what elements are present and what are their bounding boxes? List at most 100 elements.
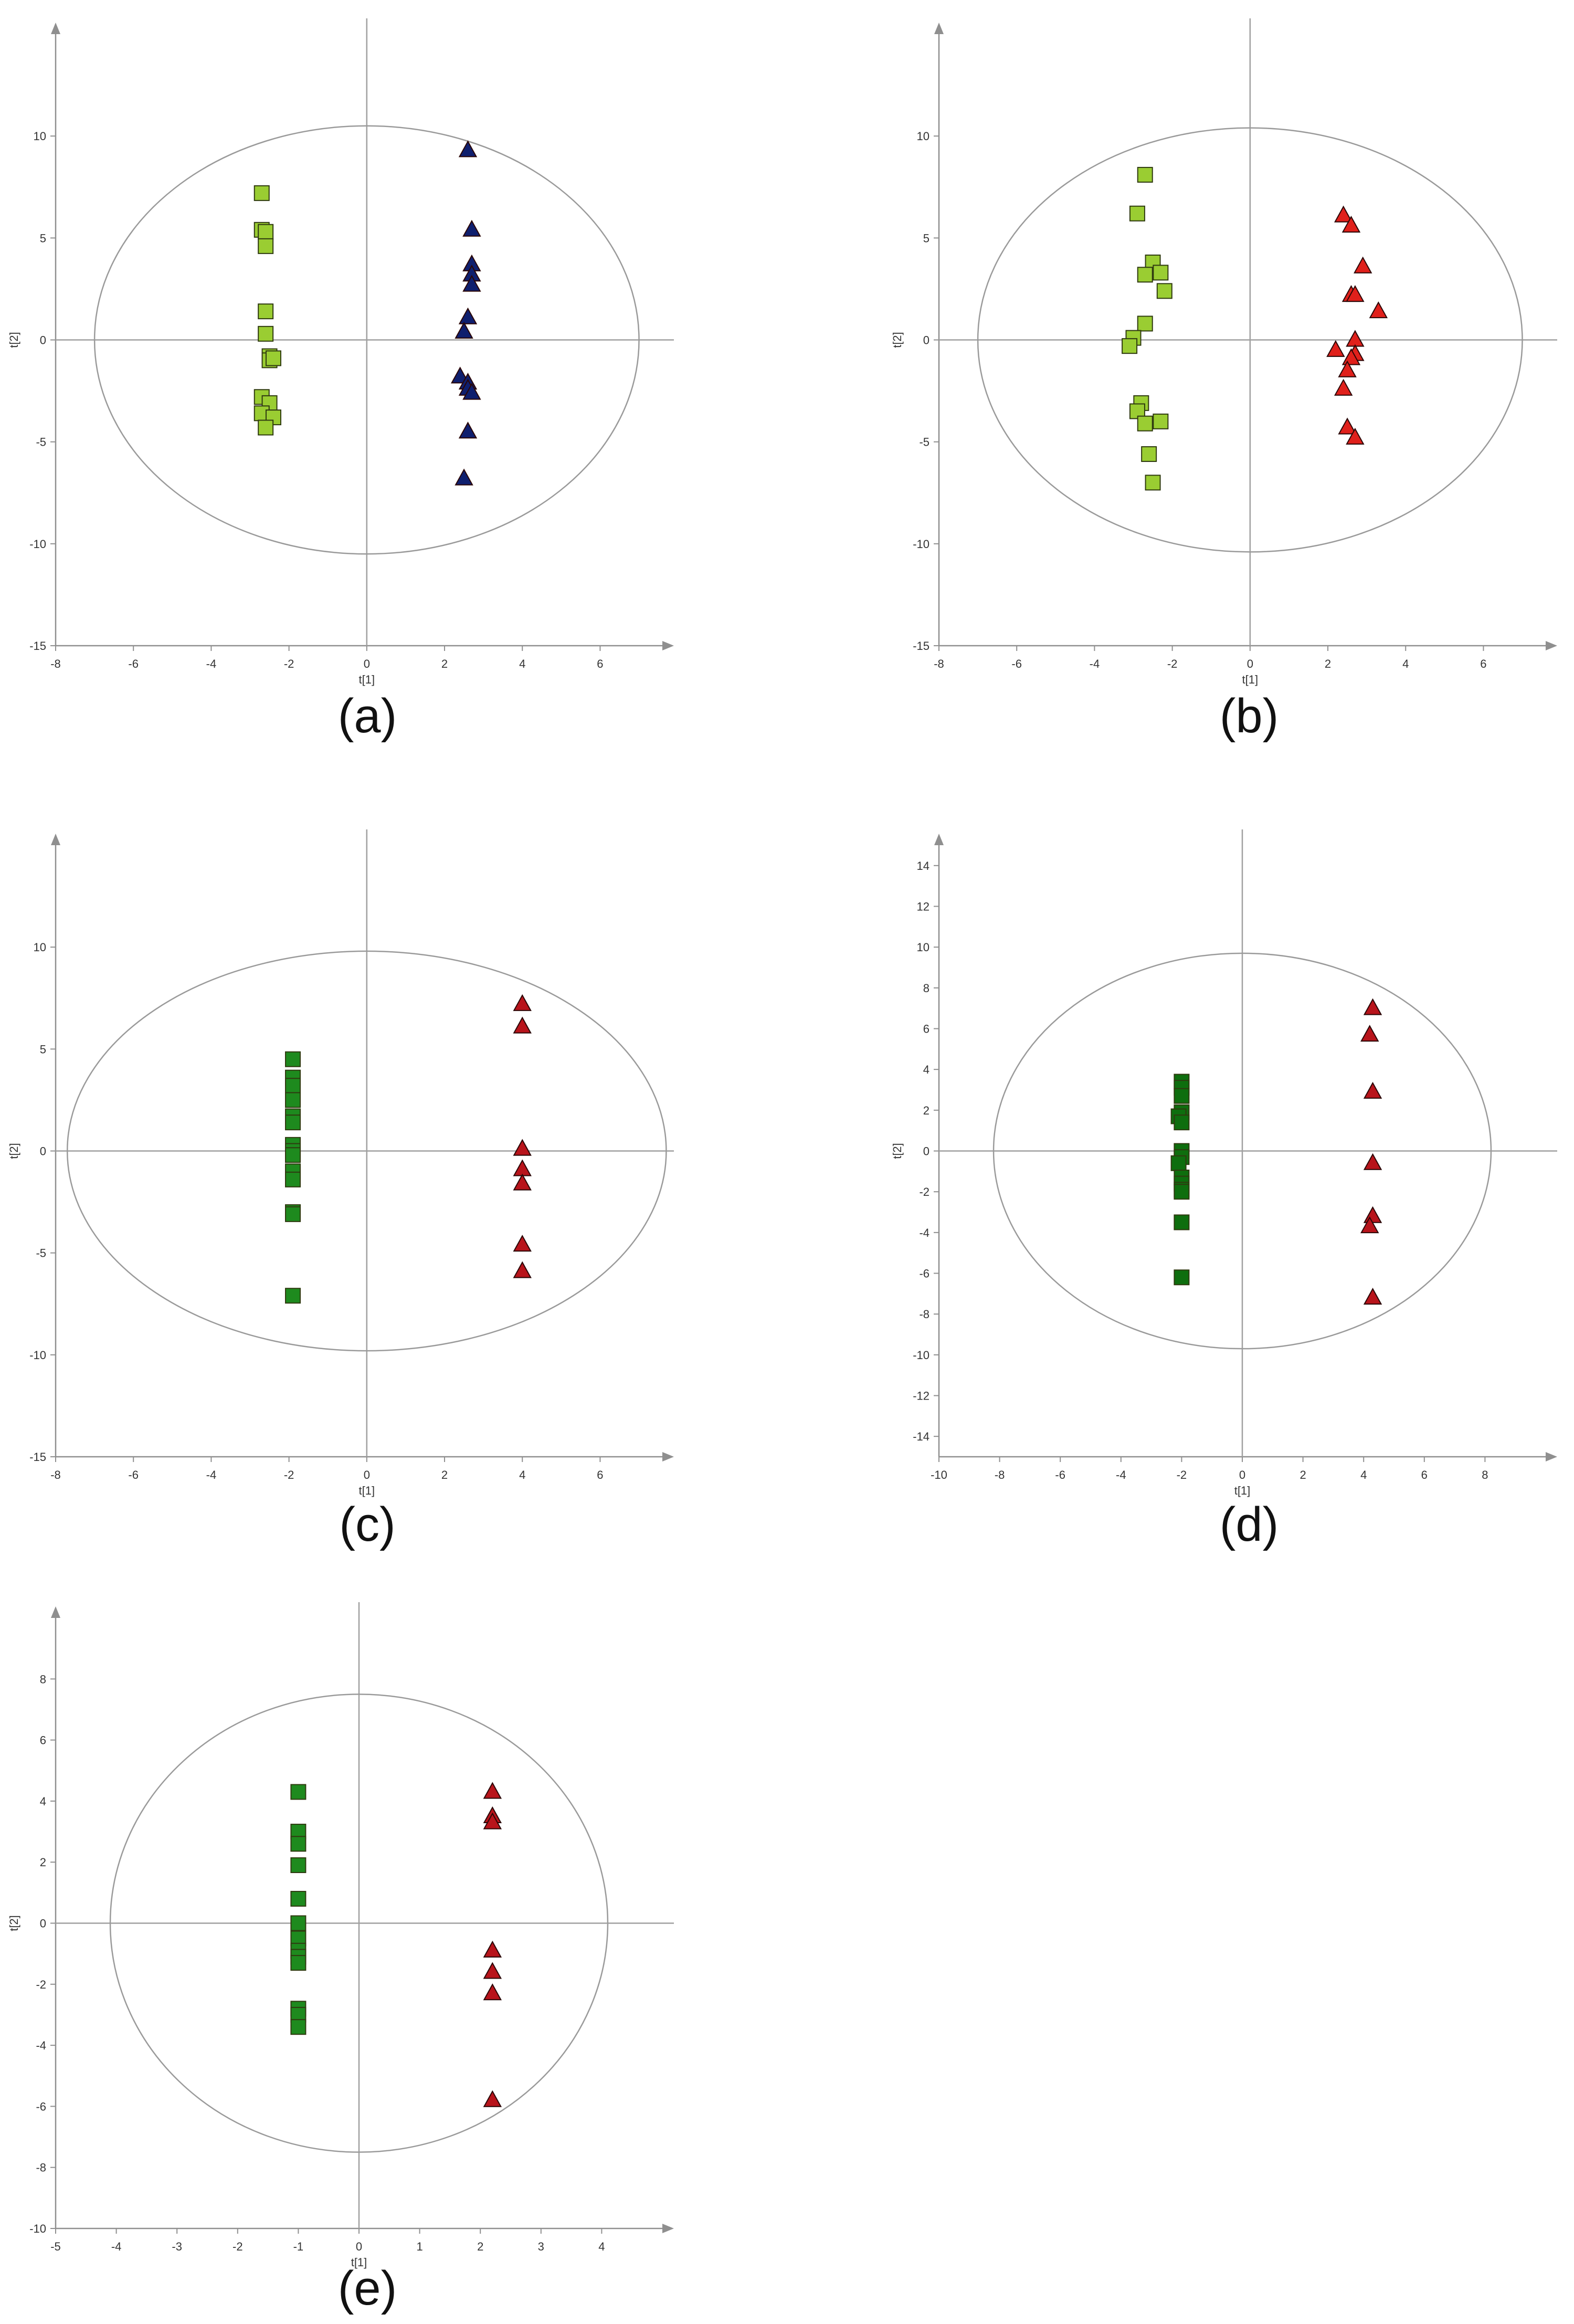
x-tick-label: -5 [50, 2240, 61, 2253]
panel-b: -8 -6 -4 -2 0 2 4 6 -15 -10 -5 0 5 10 t[1] t[2] (b) [891, 18, 1557, 743]
triangle-point [513, 1173, 532, 1191]
square-point [290, 2019, 307, 2035]
y-tick-label: 6 [40, 1734, 46, 1747]
x-tick-label: -2 [233, 2240, 243, 2253]
y-tick-label: 5 [40, 232, 46, 245]
square-point [258, 224, 274, 240]
y-axis-label: t[2] [891, 332, 904, 348]
x-tick-label: 1 [416, 2240, 422, 2253]
x-axis-label: t[1] [359, 1484, 375, 1497]
triangle-point [1360, 1025, 1379, 1042]
square-point [1129, 205, 1145, 222]
triangle-point [1338, 417, 1357, 435]
triangle-point [513, 1235, 532, 1252]
triangle-point [458, 422, 478, 439]
panel-label: (a) [338, 689, 397, 743]
y-tick-label: 10 [917, 130, 929, 143]
panel-label: (d) [1220, 1498, 1279, 1551]
y-tick-label: 10 [34, 130, 46, 143]
triangle-point [1363, 1288, 1382, 1305]
x-tick-label: -4 [206, 1468, 217, 1481]
y-tick-label: 0 [923, 1145, 929, 1158]
triangle-point [462, 219, 481, 237]
square-point [1174, 1114, 1190, 1131]
confidence-ellipse [93, 125, 640, 555]
y-tick-label: 10 [34, 941, 46, 954]
x-tick-label: -6 [1011, 657, 1022, 670]
x-tick-label: 6 [597, 1468, 603, 1481]
x-tick-label: -8 [995, 1468, 1005, 1481]
y-tick-label: -15 [29, 639, 46, 653]
x-tick-label: 4 [1402, 657, 1409, 670]
x-tick-label: 0 [1247, 657, 1253, 670]
y-tick-label: 0 [40, 334, 46, 347]
y-tick-label: 12 [917, 900, 929, 913]
triangle-point [483, 1983, 502, 2001]
square-point [258, 238, 274, 254]
x-axis-arrow [1546, 641, 1557, 650]
y-tick-label: -10 [29, 2222, 46, 2235]
square-point [1145, 475, 1161, 491]
x-tick-label: -1 [293, 2240, 304, 2253]
y-axis-label: t[2] [7, 1915, 20, 1931]
x-tick-label: -6 [1055, 1468, 1065, 1481]
triangle-point [513, 1159, 532, 1176]
y-tick-label: 8 [923, 982, 929, 995]
square-point [290, 1857, 307, 1874]
y-axis-label: t[2] [7, 1143, 20, 1159]
square-point [1137, 166, 1153, 183]
y-axis-label: t[2] [891, 1143, 904, 1159]
y-axis-arrow [934, 834, 944, 845]
x-axis-arrow [662, 2224, 674, 2233]
triangle-point [513, 994, 532, 1011]
square-point [1137, 267, 1153, 283]
x-tick-label: 2 [441, 657, 448, 670]
y-tick-label: -4 [36, 2039, 46, 2052]
y-tick-label: -4 [919, 1226, 929, 1239]
square-point [258, 303, 274, 320]
x-axis-arrow [662, 1452, 674, 1461]
y-axis-arrow [51, 1606, 60, 1618]
square-point [285, 1051, 301, 1067]
x-tick-label: 0 [364, 1468, 370, 1481]
confidence-ellipse [109, 1694, 609, 2153]
x-tick-label: -10 [931, 1468, 947, 1481]
y-tick-label: 0 [923, 334, 929, 347]
triangle-point [1354, 256, 1372, 274]
triangle-point [1334, 205, 1353, 223]
y-tick-label: 4 [923, 1063, 929, 1076]
panel-a: -8 -6 -4 -2 0 2 4 6 -15 -10 -5 0 5 10 t[1] t[2] (a) [7, 18, 674, 743]
y-tick-label: 5 [40, 1043, 46, 1056]
triangle-point [1346, 427, 1365, 445]
square-point [1174, 1184, 1190, 1200]
triangle-point [1363, 1206, 1382, 1223]
square-point [285, 1092, 301, 1108]
x-tick-label: 8 [1482, 1468, 1488, 1481]
x-tick-label: -4 [206, 657, 217, 670]
panel-d: -10 -8 -6 -4 -2 0 2 4 6 8 -14 -12 -10 -8 -6 -4 -2 0 2 4 6 8 10… [891, 829, 1557, 1551]
square-point [1174, 1269, 1190, 1286]
confidence-ellipse [992, 952, 1492, 1350]
y-tick-label: -8 [36, 2161, 46, 2174]
x-tick-label: 2 [1300, 1468, 1306, 1481]
y-tick-label: -10 [29, 1349, 46, 1362]
x-tick-label: -4 [1116, 1468, 1126, 1481]
triangle-point [458, 307, 478, 324]
triangle-point [1326, 340, 1345, 357]
square-point [1170, 1155, 1187, 1171]
y-tick-label: -6 [36, 2100, 46, 2113]
x-tick-label: -6 [128, 1468, 139, 1481]
square-point [290, 1955, 307, 1971]
x-tick-label: -2 [1167, 657, 1178, 670]
x-tick-label: 0 [356, 2240, 362, 2253]
square-point [285, 1288, 301, 1304]
triangle-point [1363, 1081, 1382, 1099]
x-tick-label: 2 [477, 2240, 483, 2253]
confidence-ellipse [66, 950, 667, 1352]
y-tick-label: 2 [40, 1856, 46, 1869]
x-axis-arrow [1546, 1452, 1557, 1461]
y-tick-label: -6 [919, 1267, 929, 1280]
y-axis-arrow [934, 23, 944, 34]
x-axis-label: t[1] [1234, 1484, 1251, 1497]
square-point [1141, 446, 1157, 462]
